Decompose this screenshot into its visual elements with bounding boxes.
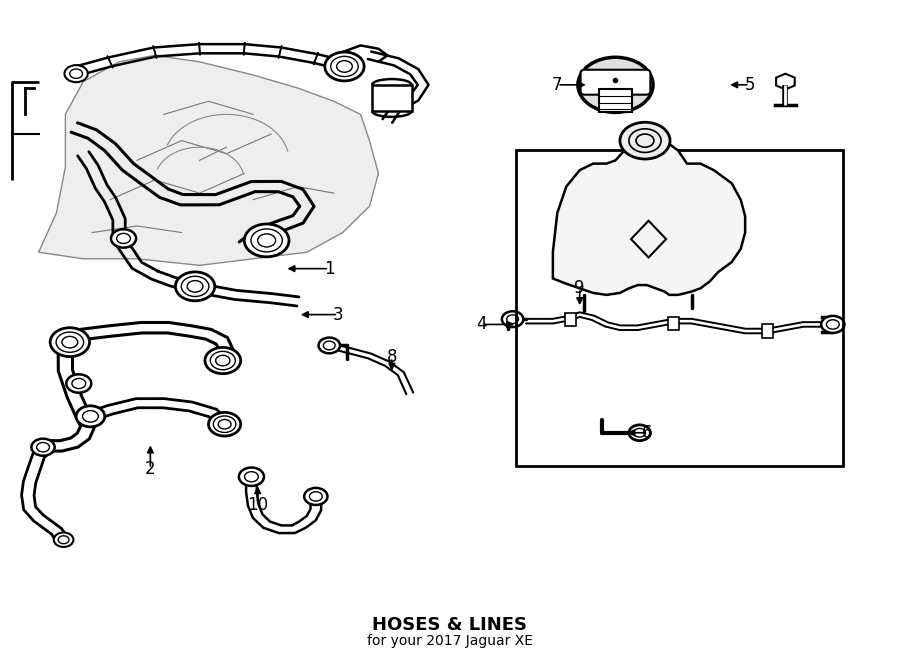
- Bar: [762, 324, 773, 338]
- Circle shape: [629, 425, 651, 441]
- Circle shape: [54, 532, 74, 547]
- Bar: [599, 89, 632, 113]
- Circle shape: [502, 311, 523, 327]
- Text: 8: 8: [387, 348, 397, 366]
- Text: 5: 5: [744, 76, 755, 94]
- Text: 7: 7: [552, 76, 562, 94]
- Circle shape: [50, 328, 89, 357]
- Text: 6: 6: [642, 424, 652, 442]
- Circle shape: [821, 316, 844, 333]
- Text: 9: 9: [574, 279, 585, 297]
- Circle shape: [67, 374, 91, 393]
- Text: HOSES & LINES: HOSES & LINES: [373, 616, 527, 634]
- Text: 1: 1: [324, 260, 335, 277]
- Circle shape: [238, 467, 264, 486]
- Circle shape: [76, 406, 104, 427]
- Text: 2: 2: [145, 460, 156, 478]
- Polygon shape: [39, 56, 378, 265]
- Text: 10: 10: [248, 496, 268, 514]
- Circle shape: [205, 348, 240, 373]
- Text: for your 2017 Jaguar XE: for your 2017 Jaguar XE: [367, 634, 533, 648]
- Circle shape: [209, 412, 240, 436]
- Circle shape: [176, 272, 215, 301]
- Circle shape: [578, 57, 653, 113]
- Polygon shape: [553, 140, 745, 295]
- Bar: [565, 313, 576, 326]
- Text: 3: 3: [333, 306, 344, 324]
- Circle shape: [325, 52, 364, 81]
- Text: 4: 4: [476, 315, 487, 334]
- FancyBboxPatch shape: [580, 70, 651, 95]
- Bar: [373, 85, 411, 111]
- Circle shape: [111, 229, 136, 248]
- Polygon shape: [776, 73, 795, 89]
- Circle shape: [319, 338, 340, 354]
- Circle shape: [304, 488, 328, 505]
- Circle shape: [620, 122, 670, 159]
- Circle shape: [65, 65, 88, 82]
- Circle shape: [244, 224, 289, 257]
- Circle shape: [32, 439, 55, 455]
- Bar: [668, 316, 679, 330]
- Bar: [517, 150, 842, 465]
